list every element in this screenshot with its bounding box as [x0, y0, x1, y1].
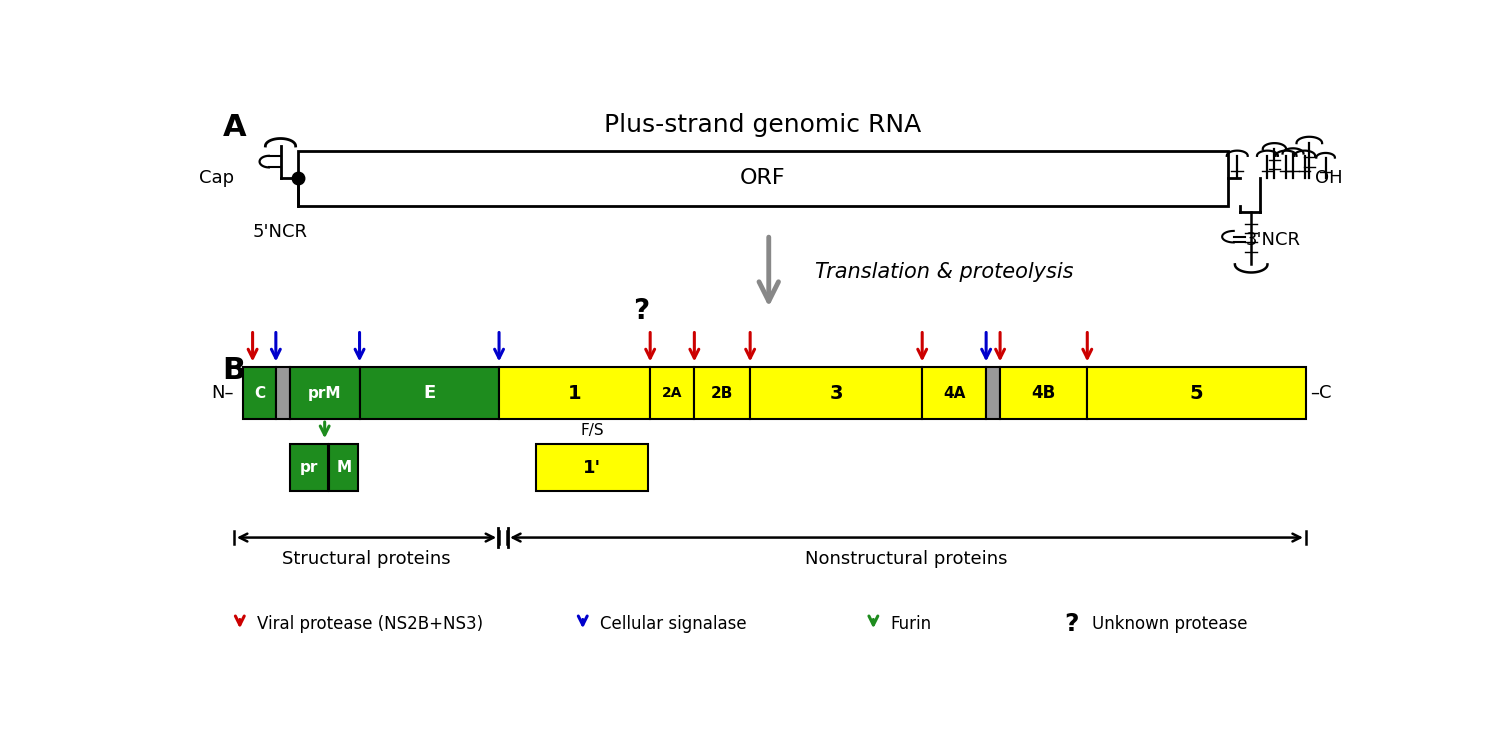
Text: A: A — [222, 113, 246, 142]
Text: 4A: 4A — [944, 386, 966, 400]
Text: 1: 1 — [568, 384, 582, 403]
Text: –C: –C — [1311, 384, 1332, 402]
FancyBboxPatch shape — [1000, 368, 1088, 419]
FancyBboxPatch shape — [290, 368, 360, 419]
Text: Cellular signalase: Cellular signalase — [600, 615, 747, 633]
FancyBboxPatch shape — [986, 368, 1000, 419]
Text: 1': 1' — [584, 459, 602, 477]
FancyBboxPatch shape — [276, 368, 290, 419]
Text: F/S: F/S — [580, 423, 604, 438]
Text: 5'NCR: 5'NCR — [254, 223, 308, 241]
FancyBboxPatch shape — [1088, 368, 1306, 419]
Text: 2A: 2A — [662, 386, 682, 400]
FancyBboxPatch shape — [243, 368, 276, 419]
Text: OH: OH — [1316, 169, 1342, 187]
FancyBboxPatch shape — [500, 368, 650, 419]
Text: 5: 5 — [1190, 384, 1203, 403]
Text: M: M — [336, 460, 351, 476]
FancyBboxPatch shape — [750, 368, 922, 419]
Text: E: E — [423, 384, 435, 402]
Text: Plus-strand genomic RNA: Plus-strand genomic RNA — [604, 112, 921, 136]
Text: pr: pr — [300, 460, 318, 476]
Text: prM: prM — [308, 386, 342, 400]
Text: N–: N– — [211, 384, 234, 402]
Text: B: B — [222, 356, 246, 385]
Text: 3'NCR: 3'NCR — [1245, 232, 1300, 250]
FancyBboxPatch shape — [922, 368, 986, 419]
FancyBboxPatch shape — [650, 368, 694, 419]
Text: 2B: 2B — [711, 386, 734, 400]
Text: Furin: Furin — [891, 615, 932, 633]
FancyBboxPatch shape — [694, 368, 750, 419]
Text: ORF: ORF — [740, 168, 786, 188]
Text: Cap: Cap — [200, 169, 234, 187]
FancyBboxPatch shape — [330, 444, 358, 491]
Text: Translation & proteolysis: Translation & proteolysis — [816, 262, 1074, 282]
FancyBboxPatch shape — [290, 444, 328, 491]
Text: 4B: 4B — [1032, 384, 1056, 402]
FancyBboxPatch shape — [298, 151, 1228, 206]
FancyBboxPatch shape — [360, 368, 500, 419]
Text: 3: 3 — [830, 384, 843, 403]
Text: Viral protease (NS2B+NS3): Viral protease (NS2B+NS3) — [258, 615, 483, 633]
FancyBboxPatch shape — [537, 444, 648, 491]
Text: C: C — [254, 386, 266, 400]
Text: Nonstructural proteins: Nonstructural proteins — [806, 550, 1008, 568]
Text: Unknown protease: Unknown protease — [1092, 615, 1248, 633]
Text: ?: ? — [1064, 612, 1078, 636]
Text: ?: ? — [633, 297, 650, 325]
Text: Structural proteins: Structural proteins — [282, 550, 452, 568]
